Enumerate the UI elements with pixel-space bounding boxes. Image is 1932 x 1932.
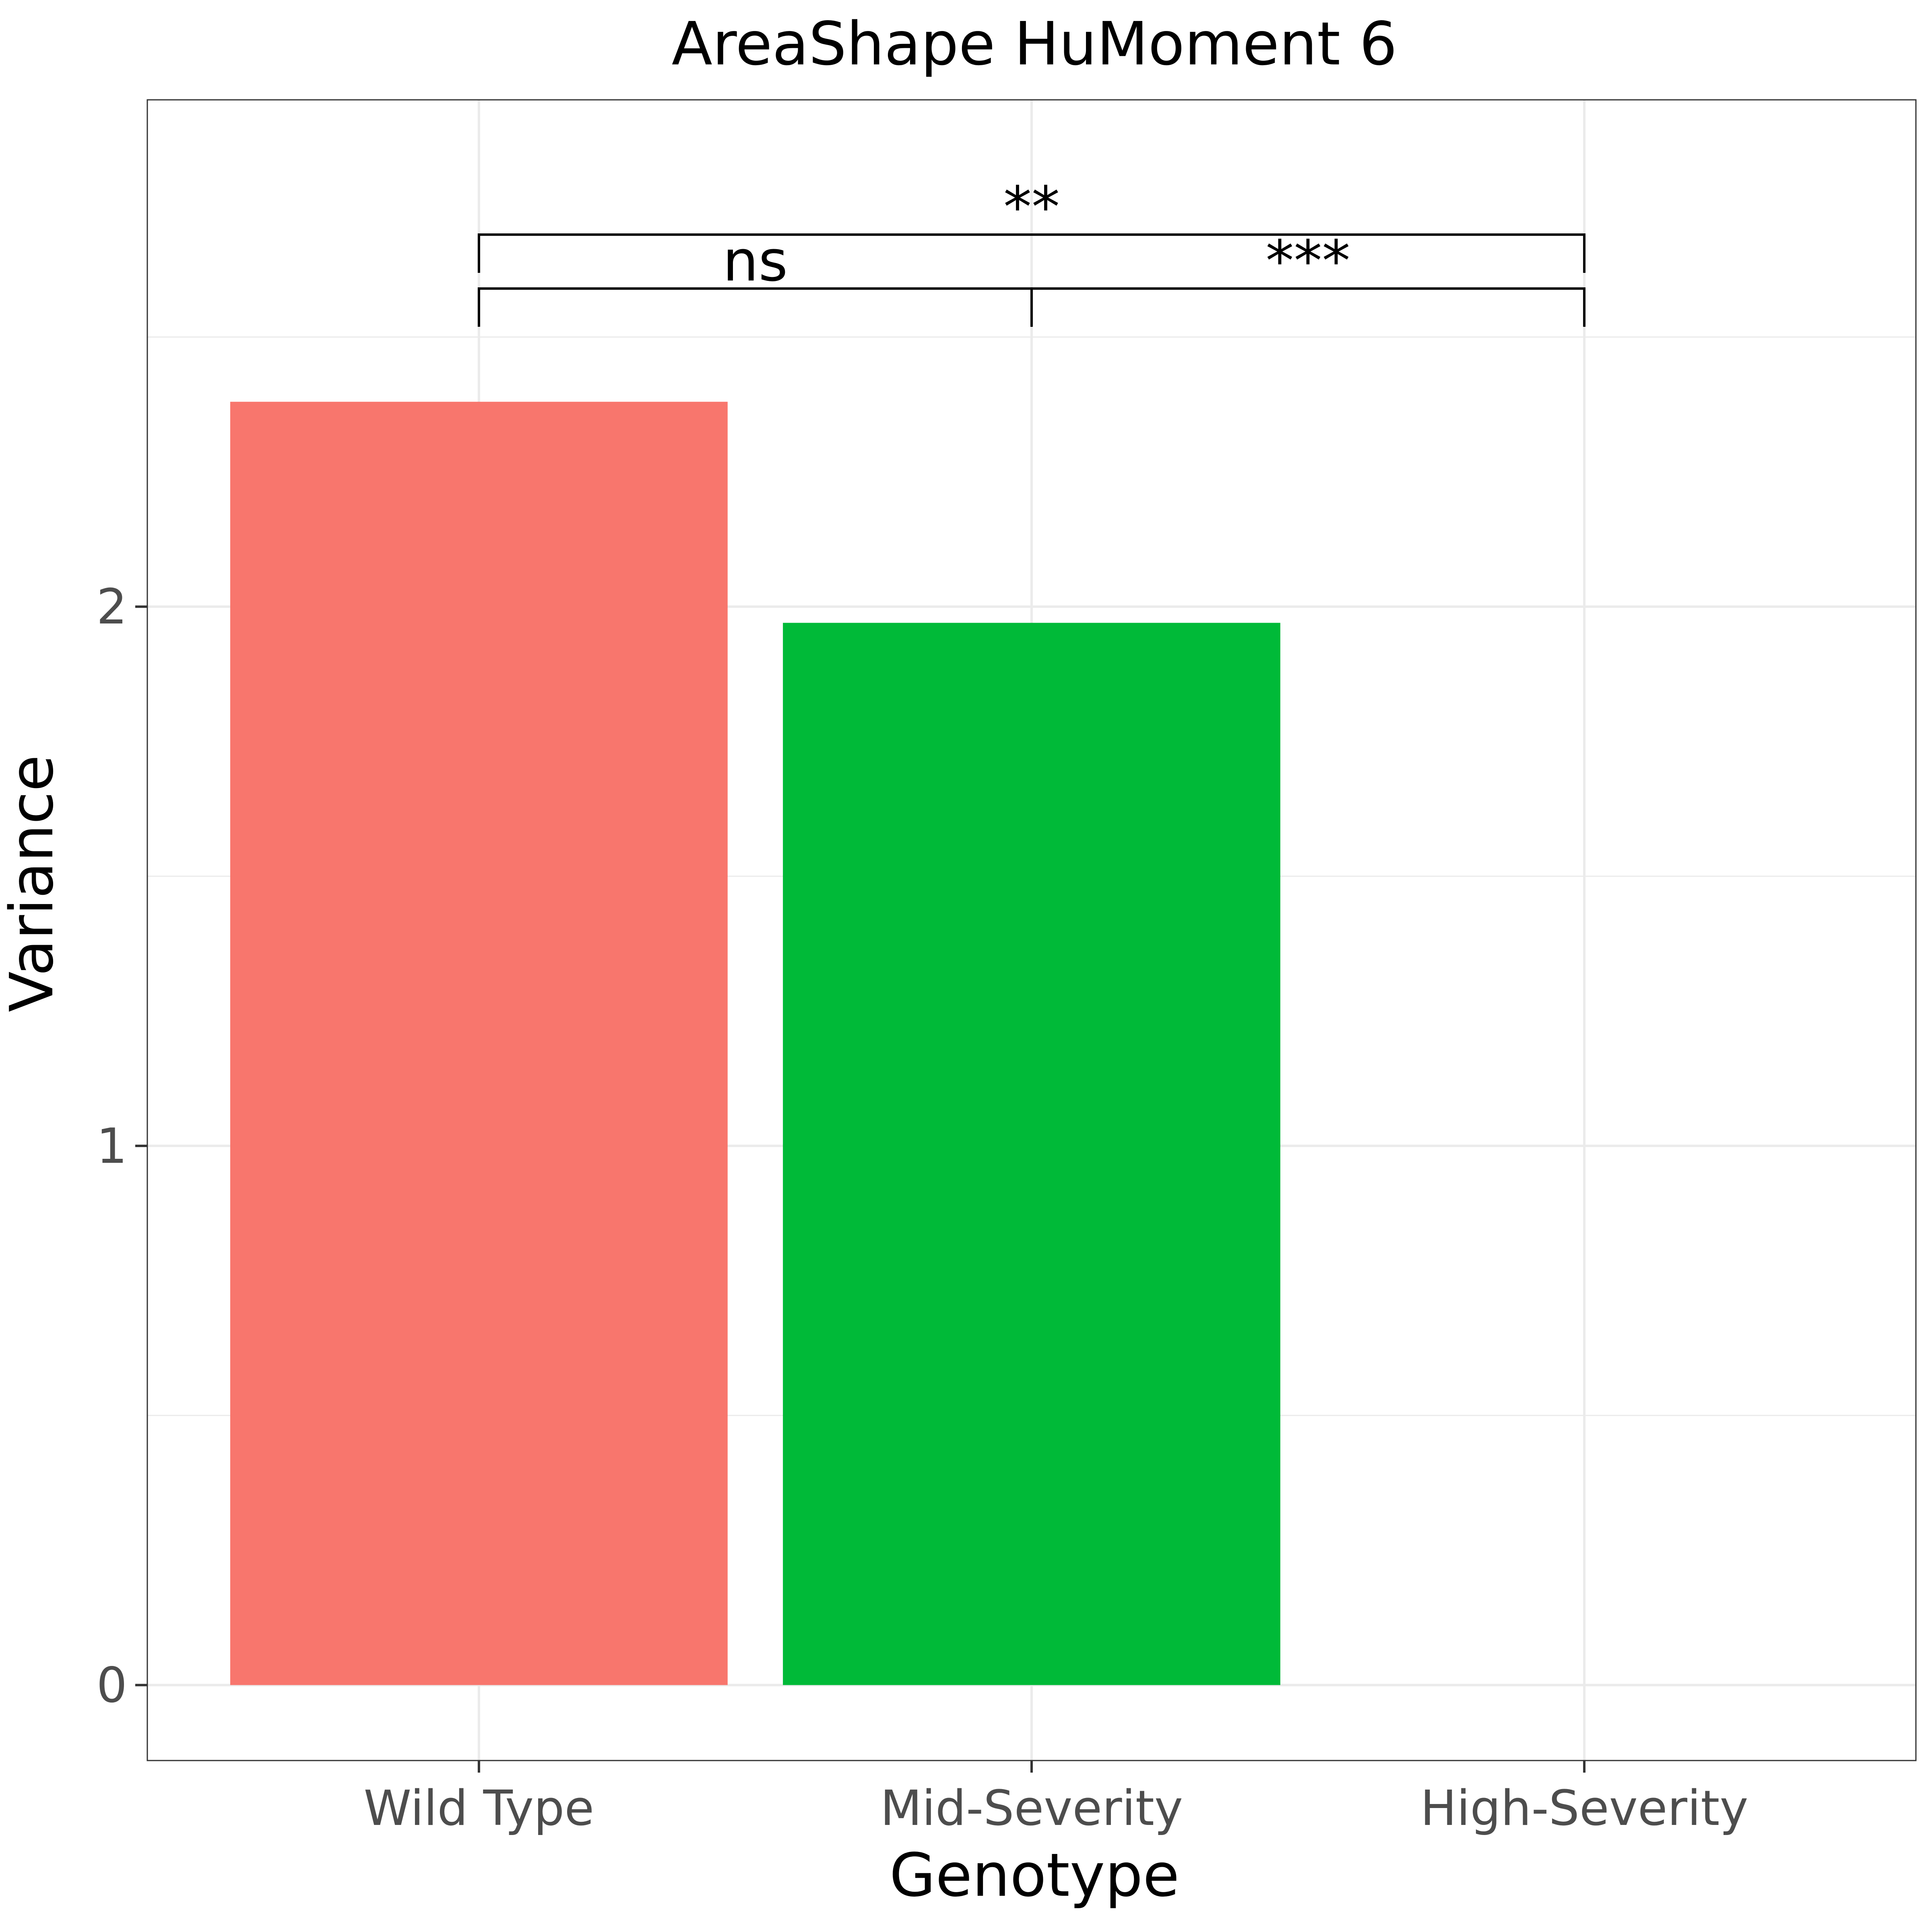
x-tick-label: High-Severity bbox=[1420, 1781, 1748, 1837]
significance-label: ns bbox=[723, 229, 788, 294]
significance-label: ** bbox=[1003, 175, 1060, 240]
bar bbox=[230, 402, 728, 1685]
x-tick-label: Wild Type bbox=[364, 1781, 594, 1837]
bar bbox=[783, 623, 1280, 1685]
x-axis-title: Genotype bbox=[890, 1841, 1180, 1910]
x-tick-label: Mid-Severity bbox=[880, 1781, 1183, 1837]
bars bbox=[230, 402, 1280, 1685]
y-tick-label: 1 bbox=[97, 1119, 127, 1174]
chart-title: AreaShape HuMoment 6 bbox=[672, 9, 1397, 78]
plot-panel: ns ***** bbox=[147, 99, 1917, 1761]
y-tick-label: 2 bbox=[97, 579, 127, 635]
x-axis: Wild Type Mid-Severity High-Severity bbox=[364, 1761, 1748, 1837]
y-axis-title: Variance bbox=[0, 755, 66, 1012]
y-tick-label: 0 bbox=[97, 1657, 127, 1713]
significance-label: *** bbox=[1266, 229, 1350, 294]
y-axis: 0 1 2 bbox=[97, 579, 147, 1713]
significance-bracket bbox=[477, 233, 1586, 273]
significance-annotations: ns ***** bbox=[477, 175, 1586, 327]
significance-bracket bbox=[1030, 287, 1586, 327]
